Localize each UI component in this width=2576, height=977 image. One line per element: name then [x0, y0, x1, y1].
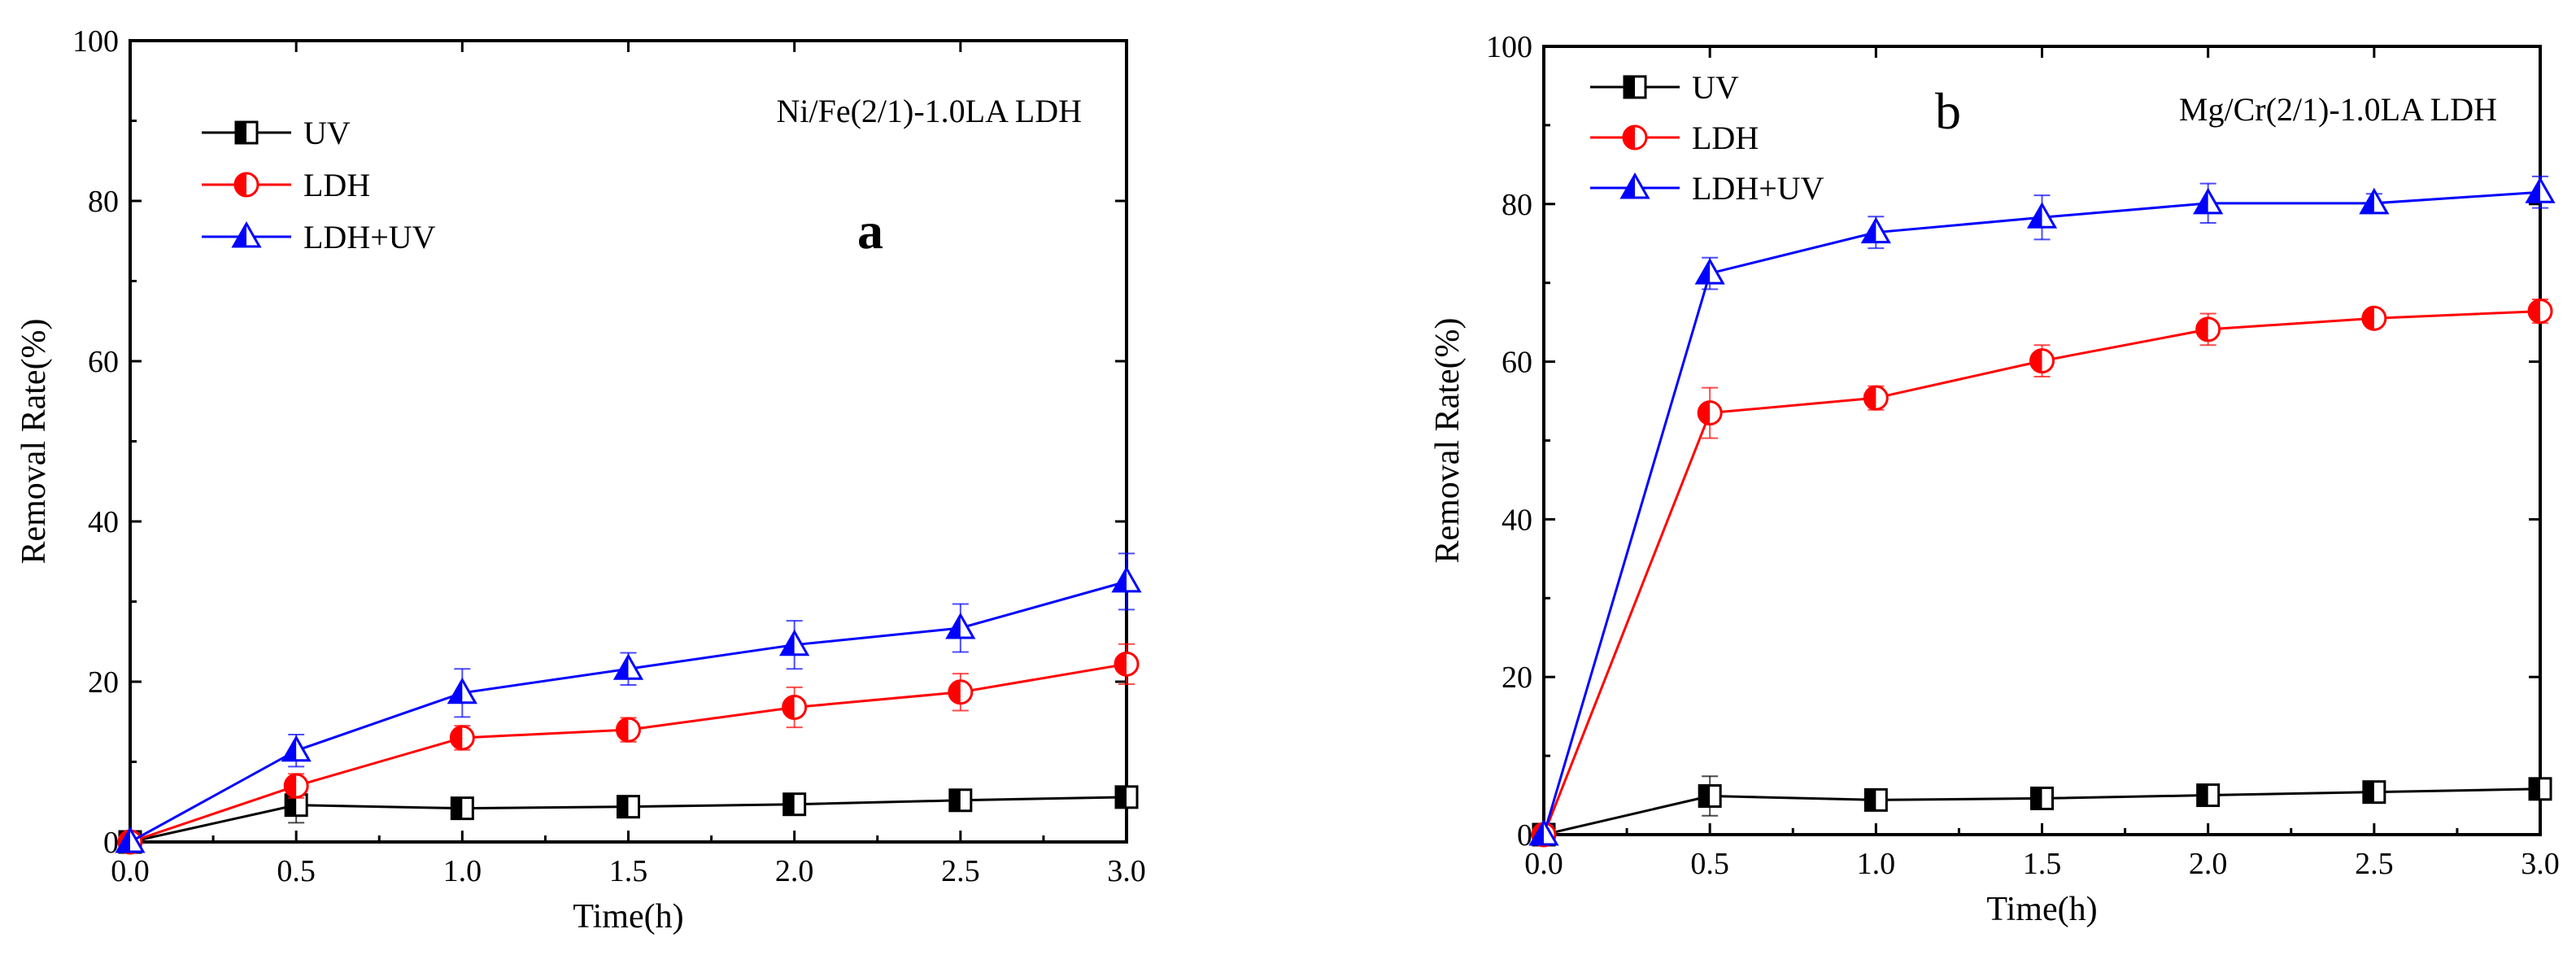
data-point-fill — [2360, 190, 2374, 213]
y-tick-label: 0 — [103, 826, 119, 860]
data-point-fill — [2362, 307, 2374, 330]
data-point-fill — [617, 718, 629, 742]
x-tick-label: 1.5 — [609, 854, 648, 888]
data-point-fill — [1864, 386, 1876, 410]
legend-label: LDH+UV — [303, 219, 436, 255]
data-point-fill — [285, 774, 297, 798]
y-axis-title: Removal Rate(%) — [15, 318, 53, 564]
data-point-fill — [1115, 652, 1127, 676]
x-tick-label: 2.5 — [941, 854, 980, 888]
legend-marker-fill — [235, 173, 246, 196]
data-point-fill — [1863, 219, 1876, 242]
x-tick-label: 1.0 — [443, 854, 482, 888]
data-point-fill — [2363, 781, 2374, 803]
legend-label: UV — [303, 115, 351, 151]
y-tick-label: 0 — [1517, 818, 1532, 853]
x-axis-title: Time(h) — [1986, 891, 2097, 928]
data-point-fill — [2197, 784, 2208, 806]
x-tick-label: 1.0 — [1857, 847, 1896, 881]
series-ldh — [1531, 299, 2553, 848]
data-point-fill — [2031, 787, 2042, 809]
x-tick-label: 3.0 — [2521, 847, 2560, 881]
plot-frame — [1542, 45, 2542, 836]
y-axis-title: Removal Rate(%) — [1429, 317, 1467, 563]
data-point-fill — [1114, 568, 1127, 591]
x-tick-label: 0.0 — [1524, 847, 1563, 881]
data-point-fill — [117, 829, 130, 852]
legend-marker-fill — [236, 122, 246, 143]
legend-marker-fill — [1622, 175, 1635, 198]
data-point-fill — [947, 615, 961, 639]
data-point-fill — [615, 656, 629, 679]
panel-letter: b — [1935, 82, 1961, 140]
data-point-fill — [1116, 786, 1127, 808]
x-tick-label: 1.5 — [2023, 847, 2062, 881]
y-tick-label: 100 — [1486, 30, 1532, 64]
data-point-fill — [2530, 778, 2540, 800]
legend-marker-fill — [1624, 76, 1635, 98]
series-ldh-uv — [1528, 175, 2556, 846]
y-tick-label: 80 — [1502, 188, 1532, 222]
x-axis-title: Time(h) — [573, 898, 683, 936]
chart-panel-a: 0.0 0.5 1.0 1.5 2.0 2.5 3.0 0 20 40 60 80 100 Time(h)… — [15, 24, 1146, 936]
panel-letter: a — [857, 202, 883, 260]
data-point-fill — [2029, 204, 2042, 228]
data-point-fill — [285, 794, 297, 816]
data-point-fill — [449, 679, 463, 703]
data-point-fill — [2030, 349, 2042, 373]
legend-label: LDH+UV — [1692, 170, 1824, 207]
legend-label: LDH — [1692, 120, 1759, 156]
y-tick-label: 60 — [88, 345, 119, 379]
data-point-fill — [782, 696, 795, 719]
series-line — [1542, 190, 2541, 835]
data-point-fill — [2527, 179, 2540, 203]
x-tick-label: 0.5 — [1690, 847, 1729, 881]
data-point-fill — [1531, 822, 1544, 844]
y-tick-label: 80 — [88, 185, 119, 219]
data-point-fill — [2195, 190, 2208, 213]
data-point-fill — [451, 726, 463, 749]
data-point-fill — [948, 680, 961, 704]
data-point-fill — [1698, 401, 1711, 425]
data-point-fill — [1865, 789, 1876, 811]
data-point-fill — [451, 797, 463, 819]
y-tick-label: 40 — [88, 505, 119, 539]
legend-label: UV — [1692, 69, 1739, 106]
data-point-fill — [783, 793, 795, 815]
data-point-fill — [1697, 260, 1711, 284]
panel-annotation: Mg/Cr(2/1)-1.0LA LDH — [2179, 91, 2497, 128]
y-tick-label: 20 — [1502, 661, 1532, 695]
x-tick-label: 0.0 — [111, 854, 150, 888]
data-point-fill — [617, 796, 629, 818]
data-point-fill — [949, 789, 961, 811]
series-line — [1542, 310, 2541, 835]
legend-label: LDH — [303, 167, 370, 203]
chart-panel-b: 0.0 0.5 1.0 1.5 2.0 2.5 3.0 0 20 40 60 80 100 Time(h)… — [1429, 30, 2560, 928]
y-tick-label: 40 — [1502, 503, 1532, 537]
x-tick-label: 2.0 — [2189, 847, 2228, 881]
x-tick-label: 2.5 — [2355, 847, 2394, 881]
data-point-fill — [2529, 299, 2540, 323]
data-point-fill — [283, 737, 297, 761]
data-point-fill — [781, 631, 795, 655]
series-ldh — [117, 643, 1140, 855]
x-tick-label: 0.5 — [277, 854, 316, 888]
y-tick-label: 60 — [1502, 346, 1532, 380]
series-ldh-uv — [115, 552, 1142, 853]
x-tick-label: 2.0 — [775, 854, 814, 888]
data-point-fill — [1699, 785, 1711, 807]
x-tick-label: 3.0 — [1107, 854, 1146, 888]
y-tick-label: 20 — [88, 665, 119, 700]
data-point-fill — [2196, 317, 2208, 341]
legend-marker-fill — [233, 224, 246, 246]
panel-annotation: Ni/Fe(2/1)-1.0LA LDH — [776, 93, 1082, 129]
legend-marker-fill — [1624, 126, 1635, 149]
y-tick-label: 100 — [72, 24, 119, 59]
